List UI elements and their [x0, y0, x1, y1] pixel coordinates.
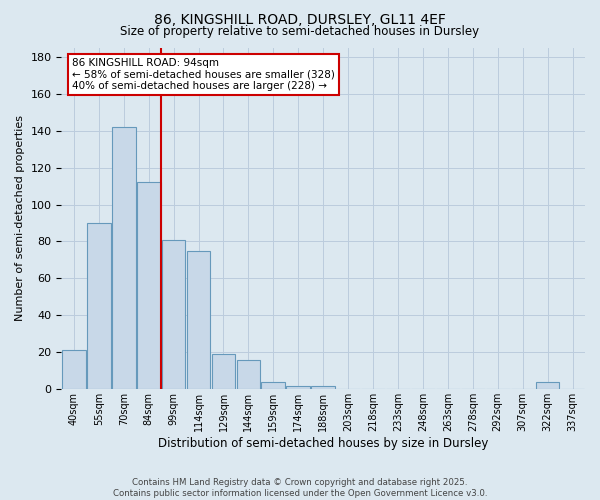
- Bar: [536, 382, 559, 390]
- Bar: [286, 386, 310, 390]
- Bar: [187, 250, 211, 390]
- Bar: [236, 360, 260, 390]
- Bar: [87, 223, 110, 390]
- Text: 86, KINGSHILL ROAD, DURSLEY, GL11 4EF: 86, KINGSHILL ROAD, DURSLEY, GL11 4EF: [154, 12, 446, 26]
- Text: Size of property relative to semi-detached houses in Dursley: Size of property relative to semi-detach…: [121, 25, 479, 38]
- Y-axis label: Number of semi-detached properties: Number of semi-detached properties: [15, 116, 25, 322]
- Bar: [311, 386, 335, 390]
- Bar: [112, 127, 136, 390]
- Text: Contains HM Land Registry data © Crown copyright and database right 2025.
Contai: Contains HM Land Registry data © Crown c…: [113, 478, 487, 498]
- Text: 86 KINGSHILL ROAD: 94sqm
← 58% of semi-detached houses are smaller (328)
40% of : 86 KINGSHILL ROAD: 94sqm ← 58% of semi-d…: [72, 58, 335, 91]
- Bar: [137, 182, 161, 390]
- Bar: [212, 354, 235, 390]
- Bar: [262, 382, 285, 390]
- X-axis label: Distribution of semi-detached houses by size in Dursley: Distribution of semi-detached houses by …: [158, 437, 488, 450]
- Bar: [162, 240, 185, 390]
- Bar: [62, 350, 86, 390]
